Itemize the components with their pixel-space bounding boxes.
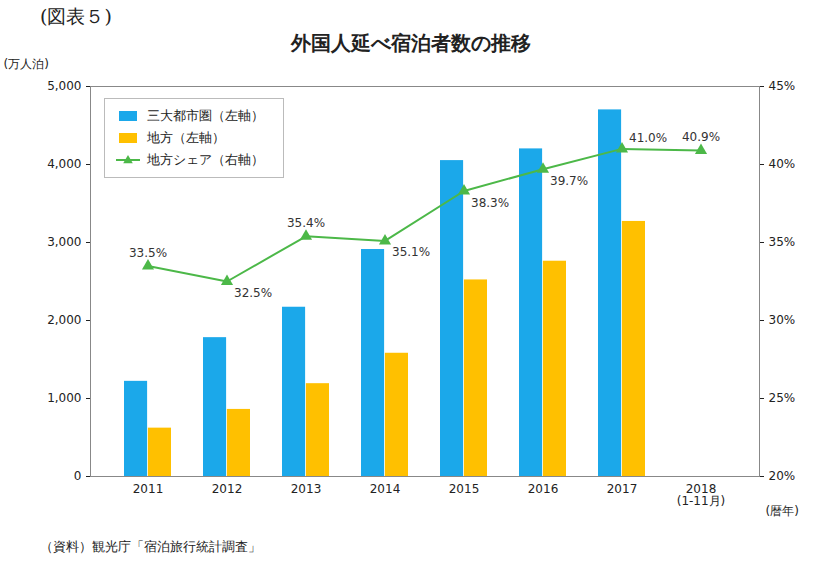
svg-text:2018(1-11月): 2018(1-11月) bbox=[677, 482, 726, 508]
svg-text:32.5%: 32.5% bbox=[234, 286, 272, 300]
svg-text:45%: 45% bbox=[769, 79, 796, 93]
html-text:外国人延べ宿泊者数の推移: 外国人延べ宿泊者数の推移 bbox=[290, 31, 531, 55]
svg-text:33.5%: 33.5% bbox=[129, 246, 167, 260]
svg-text:40%: 40% bbox=[769, 157, 796, 171]
html-text:地方シェア（右軸）: 地方シェア（右軸） bbox=[147, 152, 264, 167]
svg-text:1,000: 1,000 bbox=[47, 391, 81, 405]
svg-text:2014: 2014 bbox=[370, 482, 401, 496]
svg-text:(暦年): (暦年) bbox=[766, 504, 799, 518]
html-text:地方（左軸）: 地方（左軸） bbox=[147, 130, 225, 145]
svg-text:2016: 2016 bbox=[528, 482, 559, 496]
svg-text:25%: 25% bbox=[769, 391, 796, 405]
svg-text:2011: 2011 bbox=[133, 482, 164, 496]
svg-text:2013: 2013 bbox=[291, 482, 322, 496]
svg-text:(万人泊): (万人泊) bbox=[4, 57, 49, 71]
svg-text:40.9%: 40.9% bbox=[682, 130, 720, 144]
svg-text:41.0%: 41.0% bbox=[629, 131, 667, 145]
svg-text:0: 0 bbox=[74, 469, 82, 483]
svg-text:30%: 30% bbox=[769, 313, 796, 327]
svg-text:2017: 2017 bbox=[607, 482, 638, 496]
html-text:三大都市圏（左軸）: 三大都市圏（左軸） bbox=[147, 108, 264, 123]
svg-text:39.7%: 39.7% bbox=[550, 174, 588, 188]
html-text:(図表５): (図表５) bbox=[40, 5, 112, 27]
svg-text:3,000: 3,000 bbox=[47, 235, 81, 249]
svg-text:35.4%: 35.4% bbox=[287, 216, 325, 230]
svg-text:2012: 2012 bbox=[212, 482, 243, 496]
svg-text:35%: 35% bbox=[769, 235, 796, 249]
svg-text:2,000: 2,000 bbox=[47, 313, 81, 327]
svg-text:38.3%: 38.3% bbox=[471, 196, 509, 210]
html-text:（資料）観光庁「宿泊旅行統計調査」: （資料）観光庁「宿泊旅行統計調査」 bbox=[40, 539, 261, 554]
svg-text:20%: 20% bbox=[769, 469, 796, 483]
svg-text:4,000: 4,000 bbox=[47, 157, 81, 171]
svg-text:2015: 2015 bbox=[449, 482, 480, 496]
svg-text:35.1%: 35.1% bbox=[392, 245, 430, 259]
svg-text:5,000: 5,000 bbox=[47, 79, 81, 93]
